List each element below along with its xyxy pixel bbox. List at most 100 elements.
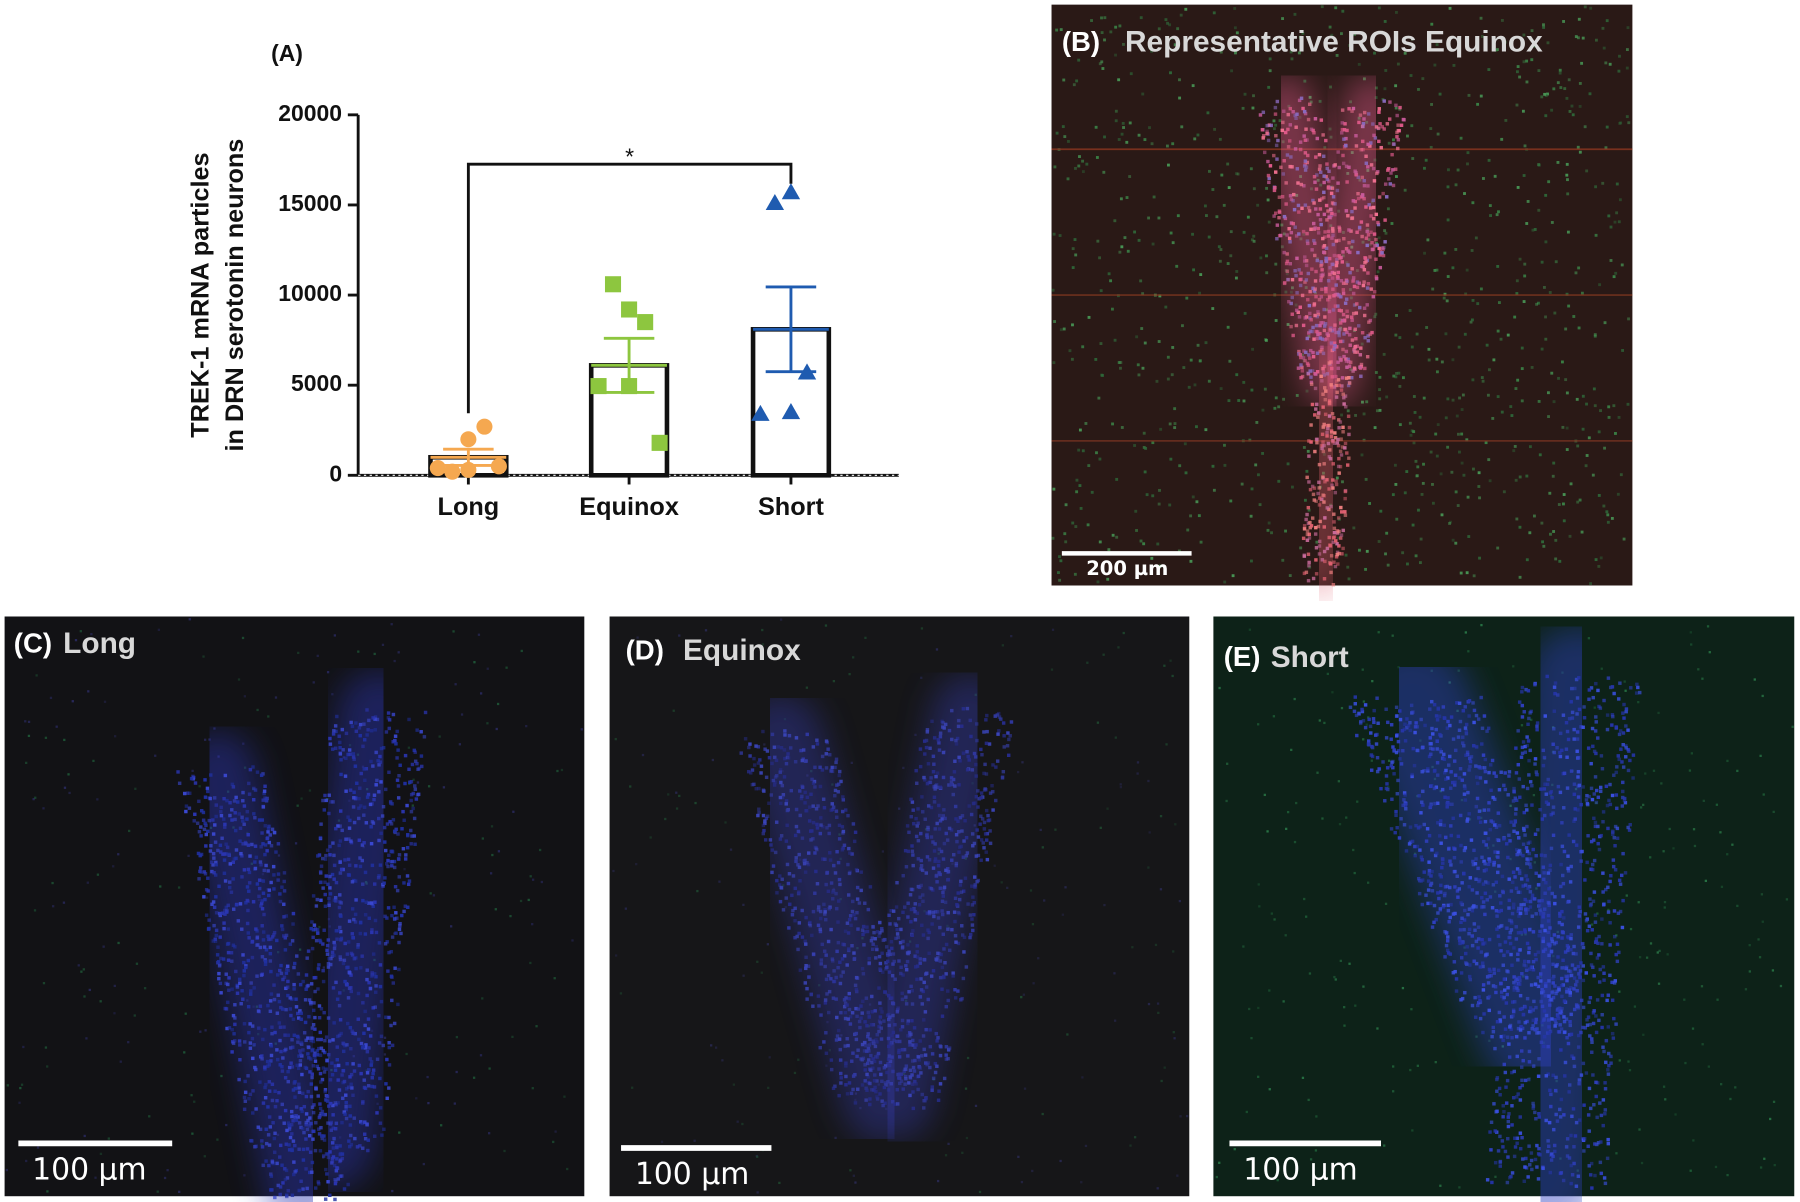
stained-dot [839,1011,842,1014]
stained-dot [865,925,868,928]
stained-dot [353,821,356,824]
stained-dot [783,729,786,732]
stained-dot [1333,327,1336,330]
stained-dot [379,1106,382,1109]
speckle-dot [1616,183,1619,186]
stained-dot [895,905,898,908]
stained-dot [863,1020,866,1023]
stained-dot [1333,531,1336,534]
speckle-dot [1042,1113,1044,1115]
stained-dot [958,759,961,762]
stained-dot [246,810,249,813]
stained-dot [911,850,914,853]
stained-dot [375,931,378,934]
speckle-dot [148,1115,150,1117]
stained-dot [798,866,801,869]
stained-dot [219,810,222,813]
stained-dot [291,1119,294,1122]
stained-dot [939,1045,942,1048]
stained-dot [357,806,360,809]
stained-dot [212,832,215,835]
stained-dot [1355,302,1358,305]
speckle-dot [1567,231,1570,234]
stained-dot [319,822,322,825]
speckle-dot [24,720,26,722]
speckle-dot [51,882,53,884]
stained-dot [247,843,250,846]
speckle-dot [1074,167,1077,170]
stained-dot [318,1016,321,1019]
stained-dot [292,912,295,915]
stained-dot [1323,516,1326,519]
stained-dot [374,783,377,786]
stained-dot [292,987,295,990]
stained-dot [374,1005,377,1008]
stained-dot [1328,448,1331,451]
speckle-dot [114,985,116,987]
speckle-dot [1409,422,1412,425]
stained-dot [284,948,287,951]
stained-dot [227,958,230,961]
stained-dot [912,822,915,825]
stained-dot [327,965,330,968]
stained-dot [358,839,361,842]
stained-dot [269,1125,272,1128]
stained-dot [1352,199,1355,202]
stained-dot [1339,340,1342,343]
stained-dot [1348,381,1351,384]
stained-dot [971,832,974,835]
stained-dot [1372,206,1375,209]
stained-dot [828,851,831,854]
stained-dot [798,879,801,882]
speckle-dot [1103,136,1106,139]
stained-dot [394,735,397,738]
stained-dot [345,1117,348,1120]
speckle-dot [1409,1069,1411,1071]
stained-dot [1303,110,1306,113]
stained-dot [335,881,338,884]
stained-dot [925,972,928,975]
stained-dot [1303,572,1306,575]
stained-dot [760,764,763,767]
speckle-dot [1697,668,1699,670]
stained-dot [916,1088,919,1091]
speckle-dot [1243,231,1246,234]
stained-dot [933,796,936,799]
stained-dot [807,975,810,978]
stained-dot [1337,378,1340,381]
stained-dot [273,1132,276,1135]
speckle-dot [1566,178,1569,181]
stained-dot [901,940,904,943]
stained-dot [292,1173,295,1176]
stained-dot [1363,261,1366,264]
stained-dot [751,783,754,786]
speckle-dot [50,697,52,699]
stained-dot [892,1038,895,1041]
stained-dot [1303,554,1306,557]
stained-dot [228,1026,231,1029]
stained-dot [300,1041,303,1044]
stained-dot [787,926,790,929]
stained-dot [271,1099,274,1102]
stained-dot [1302,537,1305,540]
speckle-dot [756,1156,758,1158]
stained-dot [374,751,377,754]
stained-dot [824,998,827,1001]
stained-dot [403,782,406,785]
stained-dot [850,1059,853,1062]
stained-dot [804,809,807,812]
speckle-dot [1557,377,1560,380]
speckle-dot [1156,543,1159,546]
speckle-dot [1423,167,1426,170]
stained-dot [884,1081,887,1084]
stained-dot [819,816,822,819]
stained-dot [1288,237,1291,240]
stained-dot [805,987,808,990]
stained-dot [379,780,382,783]
stained-dot [939,959,942,962]
speckle-dot [1329,86,1332,89]
stained-dot [958,898,961,901]
speckle-dot [1114,26,1117,29]
stained-dot [408,879,411,882]
stained-dot [387,711,390,714]
